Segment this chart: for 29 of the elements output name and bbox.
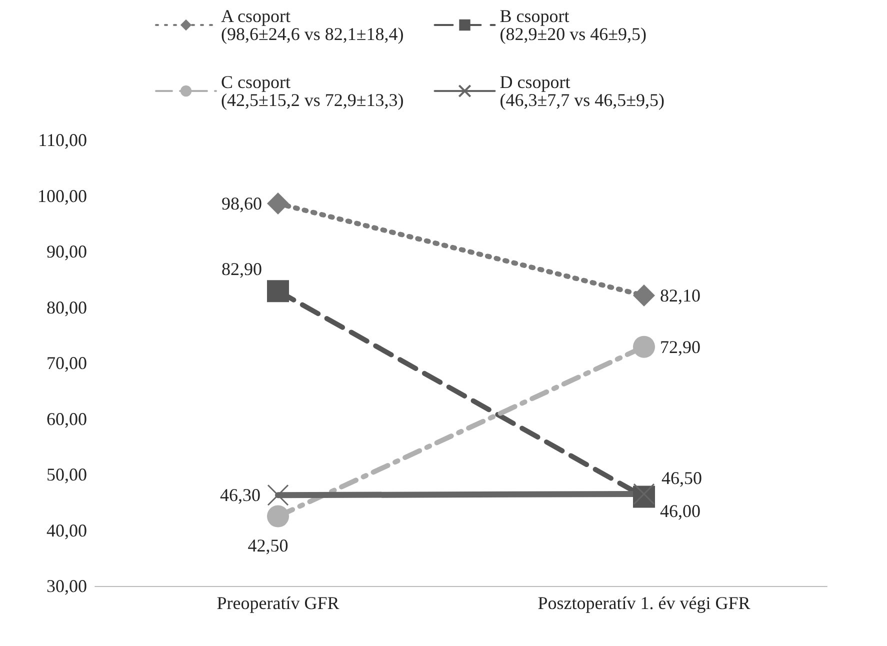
legend-label: D csoport (46,3±7,7 vs 46,5±9,5) — [500, 72, 665, 110]
x-tick-label: Preoperatív GFR — [216, 593, 340, 613]
point — [267, 505, 289, 528]
point — [267, 192, 289, 215]
legend-label: A csoport (98,6±24,6 vs 82,1±18,4) — [221, 6, 404, 44]
data-label: 46,30 — [220, 485, 260, 506]
y-tick-label: 40,00 — [46, 520, 87, 540]
x-tick-label: Posztoperatív 1. év végi GFR — [538, 593, 750, 613]
data-label: 82,10 — [660, 286, 700, 306]
y-tick-label: 90,00 — [46, 242, 87, 262]
point — [267, 484, 289, 506]
data-label: 98,60 — [222, 194, 262, 214]
legend-label: C csoport (42,5±15,2 vs 72,9±13,3) — [221, 72, 404, 110]
y-tick-label: 30,00 — [46, 576, 87, 596]
data-label: 46,50 — [662, 468, 702, 488]
y-tick-label: 110,00 — [38, 130, 87, 150]
legend-label: B csoport (82,9±20 vs 46±9,5) — [500, 6, 647, 44]
y-tick-label: 100,00 — [38, 186, 87, 206]
point — [633, 336, 655, 358]
y-tick-label: 60,00 — [46, 408, 87, 429]
data-label: 82,90 — [222, 259, 262, 280]
data-label: 72,90 — [660, 336, 700, 357]
data-label: 46,00 — [660, 500, 700, 521]
y-tick-label: 50,00 — [46, 464, 87, 484]
y-tick-label: 70,00 — [46, 353, 87, 373]
data-label: 42,50 — [248, 535, 288, 556]
point — [633, 284, 655, 307]
y-tick-label: 80,00 — [46, 297, 87, 318]
point — [267, 280, 289, 302]
